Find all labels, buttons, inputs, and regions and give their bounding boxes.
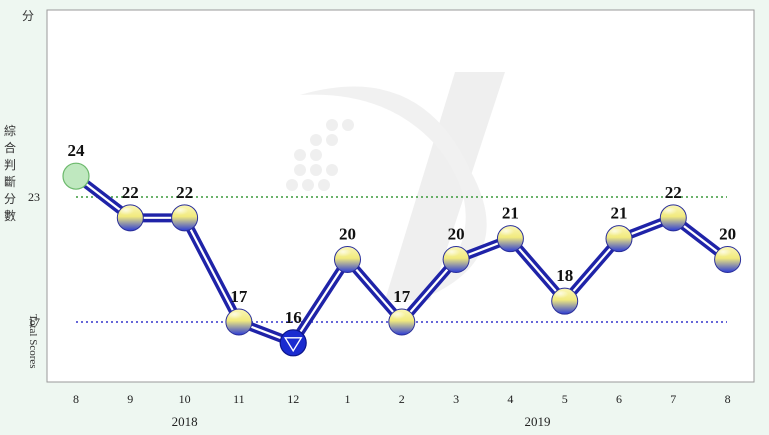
x-tick-label: 5 bbox=[562, 392, 568, 406]
data-point-shine bbox=[663, 207, 678, 216]
data-point-shine bbox=[337, 249, 352, 258]
y-axis-label-char: 綜 bbox=[4, 124, 16, 138]
data-label: 22 bbox=[665, 183, 682, 202]
x-tick-label: 12 bbox=[287, 392, 299, 406]
axis-layer: 分 綜合判斷分數 Total Scores bbox=[4, 9, 39, 369]
x-tick-label: 6 bbox=[616, 392, 622, 406]
data-point-shine bbox=[391, 312, 406, 320]
data-label: 21 bbox=[611, 204, 628, 223]
x-tick-label: 8 bbox=[725, 392, 731, 406]
x-tick-label: 11 bbox=[233, 392, 245, 406]
x-tick-label: 2 bbox=[399, 392, 405, 406]
x-tick-label: 7 bbox=[670, 392, 676, 406]
x-tick-label: 3 bbox=[453, 392, 459, 406]
data-point-shine bbox=[609, 228, 623, 237]
data-point-shine bbox=[717, 249, 732, 258]
data-label: 22 bbox=[176, 183, 193, 202]
data-label: 22 bbox=[122, 183, 139, 202]
data-labels: 24 22 22 17 16 20 17 20 21 18 21 22 20 bbox=[68, 141, 737, 327]
series-markers bbox=[62, 162, 742, 357]
data-point-shine bbox=[554, 291, 569, 300]
data-point-shine bbox=[120, 207, 135, 216]
data-label: 20 bbox=[339, 225, 356, 244]
data-label: 18 bbox=[556, 266, 573, 285]
data-point-shine bbox=[174, 207, 189, 216]
watermark-logo bbox=[286, 72, 505, 300]
data-point bbox=[279, 329, 307, 357]
x-tick-label: 9 bbox=[127, 392, 133, 406]
y-axis-label-en: Total Scores bbox=[27, 314, 39, 369]
y-axis-label-cjk: 綜合判斷分數 bbox=[4, 124, 16, 223]
data-label: 20 bbox=[719, 225, 736, 244]
data-point-shine bbox=[446, 249, 461, 258]
y-tick-label: 17 bbox=[28, 315, 40, 329]
x-tick-label: 8 bbox=[73, 392, 79, 406]
data-label: 20 bbox=[448, 225, 465, 244]
data-label: 24 bbox=[68, 141, 86, 160]
y-axis-label-char: 分 bbox=[4, 192, 16, 206]
down-triangle-marker bbox=[283, 337, 303, 353]
data-label: 17 bbox=[393, 287, 411, 306]
data-point-shine bbox=[228, 312, 243, 320]
year-label: 2018 bbox=[172, 414, 198, 429]
year-labels: 2018 2019 bbox=[172, 414, 551, 429]
data-point-shine bbox=[500, 228, 515, 237]
y-unit-label: 分 bbox=[22, 9, 34, 23]
data-label: 16 bbox=[285, 308, 302, 327]
data-label: 21 bbox=[502, 204, 519, 223]
data-point bbox=[62, 162, 90, 190]
x-tick-label: 1 bbox=[345, 392, 351, 406]
x-tick-label: 10 bbox=[179, 392, 191, 406]
x-tick-labels: 8 9 10 11 12 1 2 3 4 5 6 7 8 bbox=[73, 392, 731, 406]
y-axis-label-char: 斷 bbox=[4, 175, 16, 189]
year-label: 2019 bbox=[525, 414, 551, 429]
x-tick-label: 4 bbox=[507, 392, 513, 406]
y-axis-label-char: 判 bbox=[4, 158, 16, 172]
data-label: 17 bbox=[230, 287, 248, 306]
y-axis-label-char: 數 bbox=[4, 209, 16, 223]
y-tick-label: 23 bbox=[28, 190, 40, 204]
y-axis-label-char: 合 bbox=[4, 140, 16, 155]
